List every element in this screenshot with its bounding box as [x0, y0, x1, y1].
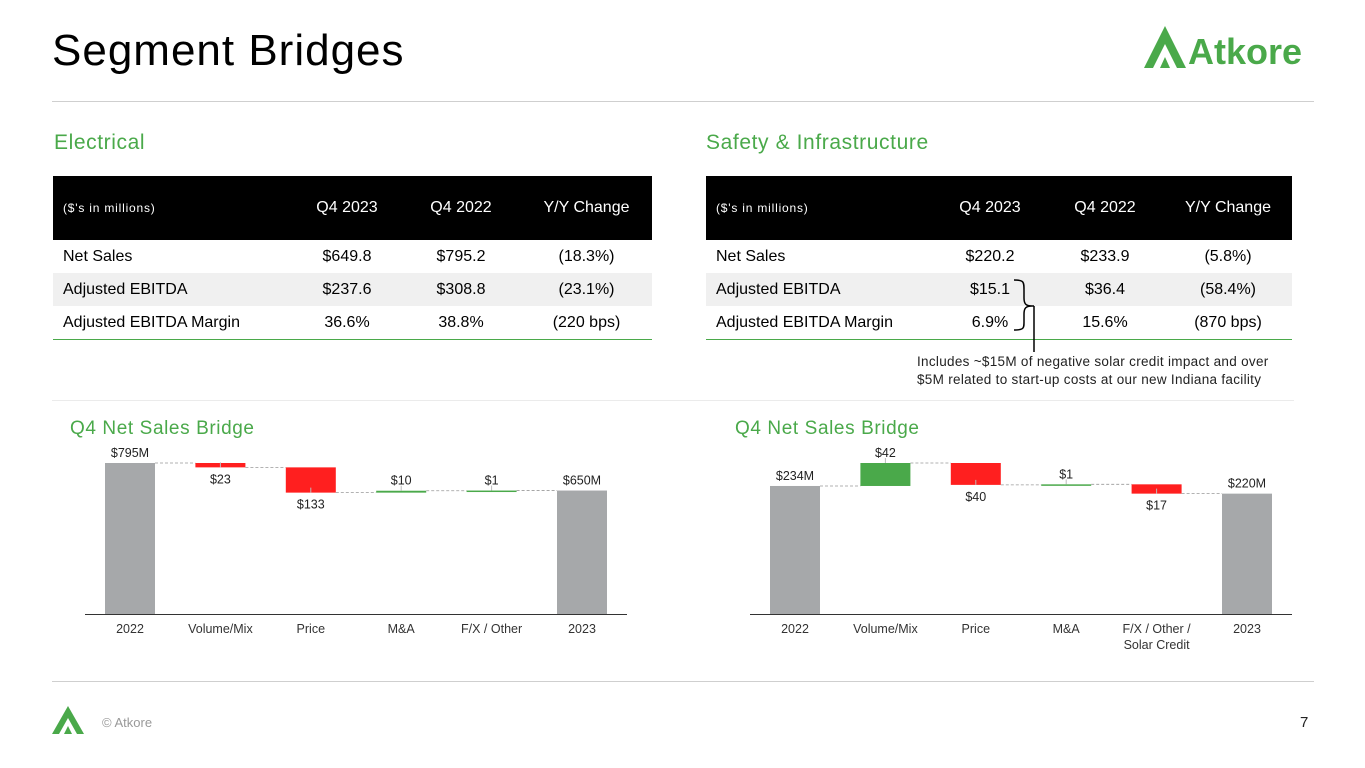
tick-label-4: F/X / Other	[461, 622, 522, 636]
atkore-logo: Atkore	[1144, 26, 1302, 70]
tick-label-1: Volume/Mix	[188, 622, 253, 636]
column-header: Q4 2023	[293, 176, 401, 240]
logo-text: Atkore	[1188, 31, 1302, 70]
cell: (5.8%)	[1204, 247, 1252, 265]
table-row: Adjusted EBITDA Margin 36.6% 38.8% (220 …	[53, 306, 652, 340]
tick-label-2: Price	[962, 622, 991, 636]
column-header: Y/Y Change	[521, 176, 652, 240]
tick-label-0: 2022	[116, 622, 144, 636]
row-label: Adjusted EBITDA	[706, 273, 934, 306]
safety-table: ($'s in millions) Q4 2023 Q4 2022 Y/Y Ch…	[706, 176, 1292, 340]
column-header: Q4 2022	[401, 176, 521, 240]
section-divider	[52, 400, 1294, 401]
tick-label-3: M&A	[388, 622, 416, 636]
electrical-title: Electrical	[54, 131, 146, 154]
cell: $233.9	[1080, 247, 1130, 265]
waterfall-bar-1	[195, 463, 246, 468]
data-label-3: $1	[1059, 467, 1073, 481]
cell: (18.3%)	[558, 247, 615, 265]
waterfall-bar-3	[376, 490, 427, 493]
footer-divider	[52, 681, 1314, 682]
row-label: Adjusted EBITDA Margin	[706, 306, 934, 340]
cell: 15.6%	[1046, 306, 1164, 340]
cell: $36.4	[1046, 273, 1164, 306]
cell: (23.1%)	[521, 273, 652, 306]
tick-label-5: 2023	[1233, 622, 1261, 636]
data-label-2: $133	[297, 498, 325, 512]
waterfall-bar-2	[285, 467, 336, 493]
cell: $237.6	[293, 273, 401, 306]
data-label-4: $1	[485, 474, 499, 488]
data-label-0: $795M	[111, 446, 149, 460]
waterfall-bar-1	[860, 463, 911, 486]
waterfall-bar-0	[105, 463, 155, 614]
waterfall-bar-3	[1041, 484, 1092, 486]
tick-label-4: F/X / Other / Solar Credit	[1123, 622, 1192, 652]
waterfall-bar-0	[770, 485, 820, 614]
waterfall-bar-5	[557, 490, 607, 614]
data-label-5: $220M	[1228, 477, 1266, 491]
cell: (220 bps)	[521, 306, 652, 340]
data-label-0: $234M	[776, 469, 814, 483]
cell: (58.4%)	[1164, 273, 1292, 306]
row-label: Adjusted EBITDA	[53, 273, 293, 306]
table-row: Adjusted EBITDA $15.1 $36.4 (58.4%)	[706, 273, 1292, 306]
cell: $220.2	[965, 247, 1015, 265]
page-title: Segment Bridges	[52, 26, 405, 75]
column-header: Y/Y Change	[1164, 176, 1292, 240]
page-number: 7	[1300, 714, 1309, 731]
tick-label-1: Volume/Mix	[853, 622, 918, 636]
header-divider	[52, 101, 1314, 102]
waterfall-bar-4	[1131, 484, 1182, 494]
note-line: $5M related to start-up costs at our new…	[917, 372, 1262, 387]
table-row: Net Sales $220.2 $233.9 (5.8%)	[706, 240, 1292, 273]
chart-title-safety: Q4 Net Sales Bridge	[735, 418, 920, 439]
tick-label-2: Price	[297, 622, 326, 636]
data-label-4: $17	[1146, 499, 1167, 513]
unit-label: ($'s in millions)	[53, 176, 293, 240]
table-row: Adjusted EBITDA $237.6 $308.8 (23.1%)	[53, 273, 652, 306]
cell: 36.6%	[293, 306, 401, 340]
data-label-5: $650M	[563, 474, 601, 488]
table-row: Net Sales $649.8 $795.2 (18.3%)	[53, 240, 652, 273]
table-row: Adjusted EBITDA Margin 6.9% 15.6% (870 b…	[706, 306, 1292, 340]
tick-label-0: 2022	[781, 622, 809, 636]
column-header: Q4 2022	[1046, 176, 1164, 240]
row-label: Net Sales	[63, 247, 133, 265]
electrical-table: ($'s in millions) Q4 2023 Q4 2022 Y/Y Ch…	[53, 176, 652, 340]
data-label-2: $40	[965, 490, 986, 504]
cell: $15.1	[934, 273, 1046, 306]
cell: (870 bps)	[1164, 306, 1292, 340]
tick-label-5: 2023	[568, 622, 596, 636]
cell: $649.8	[322, 247, 372, 265]
note-line: Includes ~$15M of negative solar credit …	[917, 354, 1269, 369]
brace-callout	[1013, 279, 1035, 352]
row-label: Adjusted EBITDA Margin	[53, 306, 293, 340]
cell: 38.8%	[401, 306, 521, 340]
data-label-1: $42	[875, 446, 896, 460]
cell: 6.9%	[934, 306, 1046, 340]
waterfall-bar-5	[1222, 493, 1272, 614]
cell: $308.8	[401, 273, 521, 306]
waterfall-bar-2	[950, 463, 1001, 485]
chart-title-electrical: Q4 Net Sales Bridge	[70, 418, 255, 439]
waterfall-bar-4	[466, 490, 517, 493]
cell: $795.2	[436, 247, 486, 265]
tick-label-3: M&A	[1053, 622, 1081, 636]
footer-logo-icon	[52, 706, 84, 734]
data-label-1: $23	[210, 472, 231, 486]
safety-title: Safety & Infrastructure	[706, 131, 929, 154]
column-header: Q4 2023	[934, 176, 1046, 240]
unit-label: ($'s in millions)	[706, 176, 934, 240]
footer-copyright: © Atkore	[102, 715, 153, 730]
logo-mark-icon	[1144, 26, 1186, 68]
callout-note: Includes ~$15M of negative solar credit …	[917, 353, 1269, 389]
data-label-3: $10	[391, 474, 412, 488]
row-label: Net Sales	[716, 247, 786, 265]
